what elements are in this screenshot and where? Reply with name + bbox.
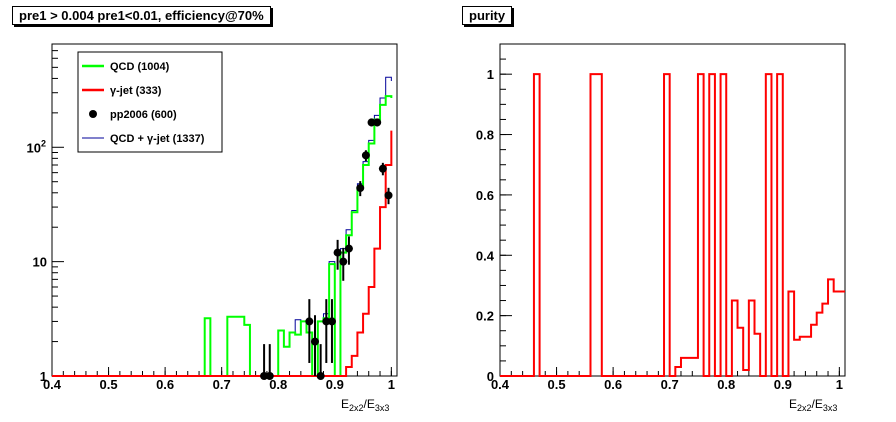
- data-point: [339, 257, 348, 266]
- left-x-tick-label: 0.5: [100, 377, 118, 392]
- histogram-purity: [500, 73, 845, 377]
- data-point: [361, 151, 370, 160]
- legend-entry-label: pp2006 (600): [110, 109, 177, 121]
- data-point: [373, 118, 382, 127]
- legend-marker: [89, 110, 97, 118]
- left-x-axis-label: E2x2/E3x3: [341, 397, 389, 413]
- legend-entry-label: QCD (1004): [110, 61, 170, 73]
- data-point: [260, 372, 269, 380]
- data-point: [356, 184, 365, 193]
- right-x-axis-label: E2x2/E3x3: [789, 397, 837, 413]
- right-y-tick-label: 1: [487, 67, 494, 82]
- left-x-tick-label: 0.9: [326, 377, 344, 392]
- right-y-tick-label: 0.6: [476, 188, 494, 203]
- data-point: [384, 191, 393, 200]
- right-y-tick-label: 0.8: [476, 128, 494, 143]
- chart-title-left: pre1 > 0.004 pre1<0.01, efficiency@70%: [12, 6, 271, 25]
- data-point: [305, 317, 314, 326]
- data-point: [367, 118, 376, 127]
- right-x-tick-label: 0.9: [774, 377, 792, 392]
- data-point: [322, 317, 331, 326]
- data-point: [378, 164, 387, 173]
- legend-box: [77, 51, 223, 153]
- data-point: [316, 372, 325, 380]
- legend-entry-label: γ-jet (333): [110, 85, 162, 97]
- left-x-tick-label: 0.4: [43, 377, 62, 392]
- left-x-tick-label: 1: [388, 377, 395, 392]
- right-x-tick-label: 0.8: [717, 377, 735, 392]
- right-x-tick-label: 0.7: [661, 377, 679, 392]
- left-x-tick-label: 0.7: [213, 377, 231, 392]
- right-x-tick-label: 1: [836, 377, 843, 392]
- right-x-tick-label: 0.6: [604, 377, 622, 392]
- data-point: [333, 248, 342, 257]
- left-x-tick-label: 0.8: [269, 377, 287, 392]
- legend-entry-label: QCD + γ-jet (1337): [110, 133, 205, 145]
- right-x-tick-label: 0.5: [548, 377, 566, 392]
- data-point: [327, 317, 336, 326]
- right-y-tick-label: 0.4: [476, 248, 495, 263]
- data-point: [344, 244, 353, 253]
- right-x-tick-label: 0.4: [491, 377, 510, 392]
- left-y-tick-label: 102: [27, 138, 46, 155]
- right-y-tick-label: 0: [487, 369, 494, 384]
- left-x-tick-label: 0.6: [156, 377, 174, 392]
- chart-title-right: purity: [462, 6, 513, 25]
- right-y-tick-label: 0.2: [476, 309, 494, 324]
- left-y-tick-label: 1: [40, 369, 47, 384]
- data-point: [265, 372, 274, 380]
- left-y-tick-label: 10: [33, 255, 47, 270]
- data-point: [310, 337, 319, 346]
